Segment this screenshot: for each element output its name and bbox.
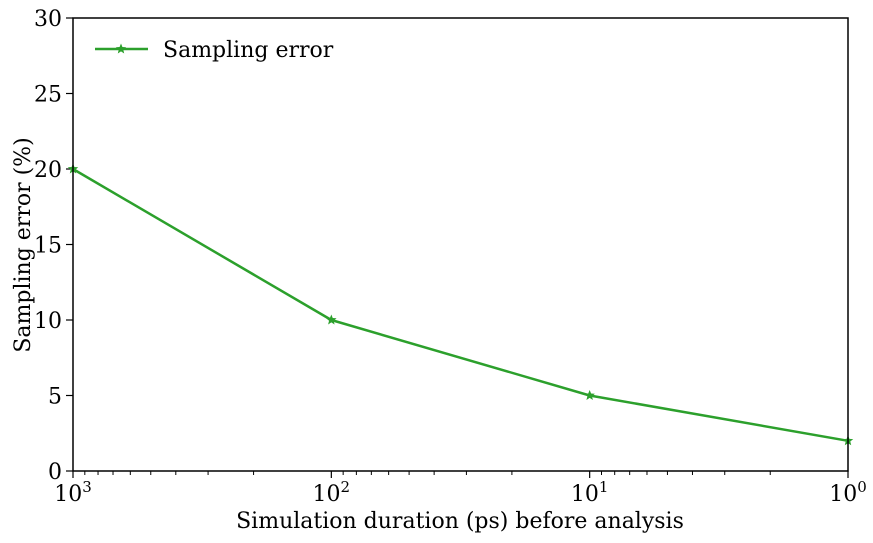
y-tick-label: 30 — [34, 7, 62, 32]
x-tick-label: 101 — [571, 478, 609, 507]
y-tick-label: 10 — [34, 309, 62, 334]
x-axis-label: Simulation duration (ps) before analysis — [236, 509, 684, 534]
y-axis-label: Sampling error (%) — [11, 137, 36, 352]
x-tick-label: 100 — [829, 478, 867, 507]
x-tick-label: 103 — [54, 478, 92, 507]
series-layer — [67, 163, 854, 446]
data-point-star-icon — [326, 314, 337, 325]
series-line — [72, 167, 849, 443]
legend-label: Sampling error — [163, 38, 334, 63]
y-tick-label: 20 — [34, 158, 62, 183]
tick-labels: 0 5 10 15 20 25 30 103 102 101 100 — [34, 7, 867, 507]
y-tick-label: 5 — [48, 385, 62, 410]
y-tick-label: 15 — [34, 234, 62, 259]
x-tick-label: 102 — [313, 478, 351, 507]
y-tick-label: 0 — [48, 460, 62, 485]
y-tick-label: 25 — [34, 83, 62, 108]
plot-frame — [72, 17, 849, 472]
legend-star-icon — [115, 43, 127, 54]
legend: Sampling error — [95, 38, 334, 63]
axis-ticks — [66, 17, 849, 478]
data-point-star-icon — [584, 390, 595, 400]
